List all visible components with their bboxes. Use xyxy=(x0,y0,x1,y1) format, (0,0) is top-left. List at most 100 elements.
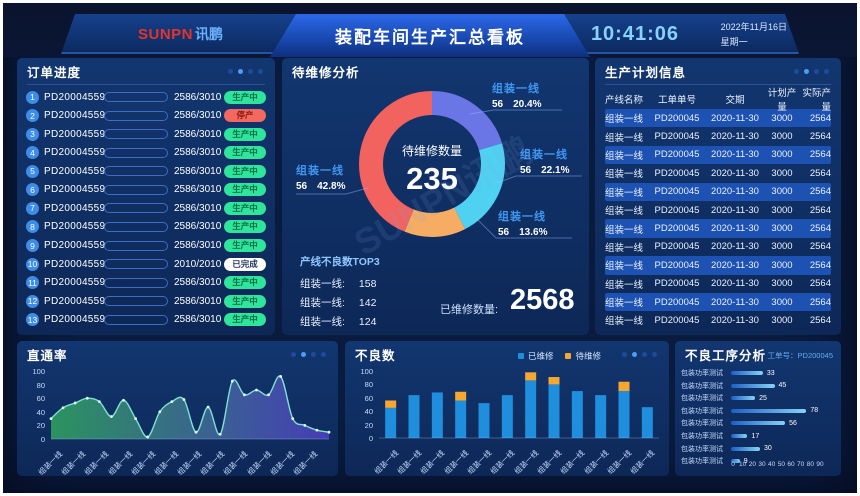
pagination-dot[interactable] xyxy=(248,69,253,74)
legend-swatch xyxy=(517,353,524,359)
area-fill xyxy=(51,375,329,439)
order-progress-bar xyxy=(104,296,168,307)
table-cell: 3000 xyxy=(771,204,793,216)
donut-label-pct: 22.1% xyxy=(541,165,570,176)
legend-item[interactable]: 已维修 xyxy=(517,350,553,362)
donut-connector-2 xyxy=(475,217,572,239)
table-cell: PD200045 xyxy=(654,259,700,271)
data-point xyxy=(182,398,186,401)
pagination-dot[interactable] xyxy=(814,69,819,74)
table-row: 组装一线 PD200045 2020-11-30 3000 2564 xyxy=(605,127,831,145)
brand-logo: SUNPN 讯鹏 xyxy=(138,14,223,54)
y-axis-tick: 20 xyxy=(364,420,373,430)
panel-pass-rate-header: 直通率 xyxy=(27,341,328,368)
bar-pending xyxy=(385,400,397,408)
panel-title-defect-process: 不良工序分析 xyxy=(685,349,767,363)
order-number: PD20004559 xyxy=(44,128,106,140)
order-index-badge: 3 xyxy=(26,127,39,141)
bar-pending xyxy=(618,381,630,392)
table-cell: PD200045 xyxy=(654,204,700,216)
page-title: 装配车间生产汇总看板 xyxy=(335,28,525,47)
bar-repaired xyxy=(595,395,607,438)
order-row: 9 PD20004559 2586/3010 生产中 xyxy=(26,236,266,255)
y-axis-tick: 0 xyxy=(40,435,45,444)
date-text: 2022年11月16日 xyxy=(720,22,787,32)
hbar-value: 17 xyxy=(751,432,760,440)
hbar-label: 包装功率测试 xyxy=(681,395,723,403)
pagination-dots xyxy=(223,69,263,74)
bar-repaired xyxy=(455,400,467,438)
donut-label-name: 组装一线 xyxy=(296,165,344,177)
table-cell: 组装一线 xyxy=(605,114,644,126)
y-axis-tick: 100 xyxy=(360,367,373,376)
pagination-dot[interactable] xyxy=(824,69,829,74)
hbar-label: 包装功率测试 xyxy=(681,420,723,428)
hbar-value: 25 xyxy=(759,394,767,402)
pagination-dot[interactable] xyxy=(291,352,296,357)
legend-swatch xyxy=(565,353,572,359)
order-count: 2586/3010 xyxy=(174,295,222,307)
panel-title-production-plan: 生产计划信息 xyxy=(605,65,687,80)
order-row: 4 PD20004559 2586/3010 生产中 xyxy=(26,144,266,163)
data-point xyxy=(279,375,283,378)
donut-label-value: 56 42.8% xyxy=(296,181,346,192)
pagination-dot[interactable] xyxy=(258,69,263,74)
data-point xyxy=(122,398,125,402)
data-point xyxy=(110,415,113,418)
table-cell: 2564 xyxy=(809,223,831,235)
pagination-dot[interactable] xyxy=(642,352,647,357)
table-cell: PD200045 xyxy=(654,314,700,326)
table-row: 组装一线 PD200045 2020-11-30 3000 2564 xyxy=(605,275,831,293)
hbar-label: 包装功率测试 xyxy=(681,382,723,390)
donut-label-pct: 20.4% xyxy=(513,99,542,110)
order-index-badge: 9 xyxy=(26,239,39,253)
order-count: 2586/3010 xyxy=(174,277,222,289)
data-point xyxy=(134,417,138,420)
order-progress-bar xyxy=(104,259,168,270)
table-cell: PD200045 xyxy=(654,296,700,308)
table-cell: 组装一线 xyxy=(605,261,644,273)
pagination-dot[interactable] xyxy=(632,352,637,357)
pagination-dot[interactable] xyxy=(228,69,233,74)
table-cell: PD200045 xyxy=(654,149,700,161)
hbar-value: 30 xyxy=(764,445,772,453)
order-index-badge: 2 xyxy=(26,109,39,123)
legend-item[interactable]: 待维修 xyxy=(565,350,601,362)
bar-repaired xyxy=(618,391,630,438)
pagination-dot[interactable] xyxy=(321,352,326,357)
pagination-dots xyxy=(789,69,829,74)
data-point xyxy=(267,393,270,397)
order-row: 3 PD20004559 2586/3010 生产中 xyxy=(26,125,266,144)
order-row: 1 PD20004559 2586/3010 生产中 xyxy=(26,88,266,107)
table-row: 组装一线 PD200045 2020-11-30 3000 2564 xyxy=(605,311,831,329)
table-cell: PD200045 xyxy=(654,278,700,290)
order-index-badge: 1 xyxy=(26,90,39,104)
pagination-dot[interactable] xyxy=(238,69,243,74)
hbar-label: 包装功率测试 xyxy=(681,445,723,453)
order-index-badge: 7 xyxy=(26,201,39,215)
y-axis-tick: 80 xyxy=(364,380,373,390)
bar-repaired xyxy=(478,403,490,438)
table-row: 组装一线 PD200045 2020-11-30 3000 2564 xyxy=(605,238,831,256)
data-point xyxy=(218,432,222,436)
table-cell: 2020-11-30 xyxy=(711,131,759,143)
pagination-dot[interactable] xyxy=(301,352,306,357)
pagination-dot[interactable] xyxy=(311,352,316,357)
y-axis-tick: 60 xyxy=(364,393,373,403)
pagination-dot[interactable] xyxy=(652,352,657,357)
pagination-dot[interactable] xyxy=(794,69,799,74)
hbar xyxy=(731,446,760,451)
hbar xyxy=(731,408,807,413)
pagination-dots xyxy=(617,352,657,357)
pagination-dot[interactable] xyxy=(622,352,627,357)
table-cell: 3000 xyxy=(771,296,793,308)
table-row: 组装一线 PD200045 2020-11-30 3000 2564 xyxy=(605,201,831,219)
hbar-row: 包装功率测试 45 xyxy=(681,380,837,392)
pagination-dot[interactable] xyxy=(804,69,809,74)
data-point xyxy=(315,428,319,432)
table-cell: 2564 xyxy=(809,241,831,253)
order-number: PD20004559 xyxy=(44,314,106,326)
table-cell: PD200045 xyxy=(654,223,700,235)
table-cell: 3000 xyxy=(771,259,793,271)
panel-order-progress-header: 订单进度 xyxy=(27,58,265,85)
